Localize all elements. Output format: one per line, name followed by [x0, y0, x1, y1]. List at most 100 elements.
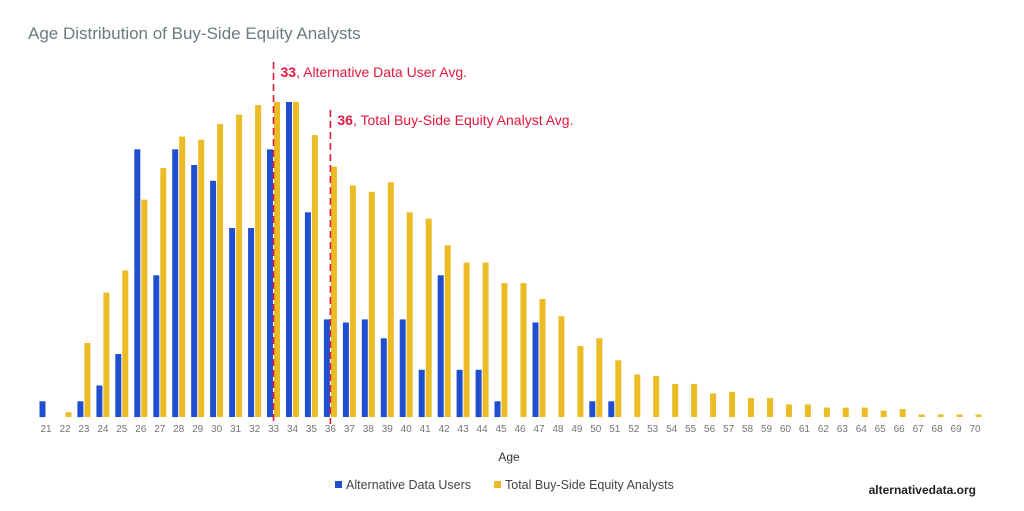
bar-total-analysts-44 [482, 262, 489, 417]
x-tick-27: 27 [154, 424, 166, 435]
x-tick-43: 43 [458, 424, 470, 435]
bar-alt-data-users-39 [380, 338, 387, 418]
bar-alt-data-users-29 [191, 165, 198, 417]
x-tick-51: 51 [609, 424, 621, 435]
bar-total-analysts-49 [577, 346, 584, 417]
x-tick-21: 21 [40, 424, 52, 435]
reference-lines-group: 33, Alternative Data User Avg. 36, Total … [272, 62, 573, 424]
bar-total-analysts-50 [596, 338, 603, 418]
bar-total-analysts-52 [634, 374, 641, 417]
x-tick-52: 52 [628, 424, 640, 435]
bar-total-analysts-37 [349, 185, 356, 417]
x-tick-53: 53 [647, 424, 659, 435]
x-tick-42: 42 [439, 424, 451, 435]
bar-total-analysts-28 [179, 136, 186, 417]
bar-total-analysts-29 [198, 139, 205, 418]
x-tick-29: 29 [192, 424, 204, 435]
bar-alt-data-users-51 [608, 401, 615, 418]
bar-alt-data-users-32 [248, 228, 255, 417]
bar-total-analysts-56 [710, 393, 717, 417]
bar-alt-data-users-35 [304, 212, 311, 418]
x-tick-24: 24 [97, 424, 109, 435]
x-tick-59: 59 [761, 424, 773, 435]
x-tick-44: 44 [477, 424, 489, 435]
bar-total-analysts-27 [160, 168, 167, 417]
x-tick-41: 41 [420, 424, 432, 435]
x-tick-23: 23 [78, 424, 90, 435]
bar-alt-data-users-38 [361, 319, 368, 417]
bar-alt-data-users-40 [399, 319, 406, 417]
bar-total-analysts-58 [748, 398, 754, 417]
bar-total-analysts-35 [311, 135, 318, 417]
bar-total-analysts-66 [899, 409, 906, 417]
x-tick-37: 37 [344, 424, 356, 435]
bar-total-analysts-47 [539, 298, 546, 417]
bar-total-analysts-23 [84, 343, 91, 417]
x-axis-label: Age [498, 450, 520, 464]
bar-total-analysts-34 [293, 102, 299, 417]
bar-alt-data-users-37 [342, 322, 349, 417]
x-tick-56: 56 [704, 424, 716, 435]
bar-alt-data-users-21 [39, 401, 46, 418]
bar-total-analysts-41 [425, 218, 432, 417]
bar-total-analysts-62 [823, 407, 830, 417]
bar-alt-data-users-30 [210, 180, 217, 418]
bar-total-analysts-24 [103, 292, 110, 417]
x-tick-32: 32 [249, 424, 261, 435]
x-tick-39: 39 [382, 424, 394, 435]
bar-total-analysts-42 [444, 245, 451, 417]
bar-total-analysts-65 [880, 410, 887, 417]
x-tick-35: 35 [306, 424, 318, 435]
x-tick-55: 55 [685, 424, 697, 435]
x-tick-38: 38 [363, 424, 375, 435]
bar-alt-data-users-33 [267, 149, 273, 418]
bar-total-analysts-31 [236, 114, 243, 417]
bar-alt-data-users-26 [134, 149, 141, 418]
bar-alt-data-users-42 [437, 275, 444, 418]
x-tick-62: 62 [818, 424, 830, 435]
bar-total-analysts-57 [729, 391, 736, 417]
x-tick-22: 22 [59, 424, 71, 435]
x-tick-45: 45 [495, 424, 507, 435]
bar-total-analysts-70 [975, 414, 982, 417]
legend-swatch-alternative-data-users [335, 481, 342, 488]
bar-alt-data-users-34 [286, 102, 292, 417]
bar-total-analysts-45 [501, 283, 508, 417]
avg-annotation-33: 33, Alternative Data User Avg. [281, 64, 468, 80]
x-tick-65: 65 [875, 424, 887, 435]
x-tick-33: 33 [268, 424, 280, 435]
x-tick-25: 25 [116, 424, 128, 435]
bar-total-analysts-30 [217, 124, 224, 417]
x-tick-58: 58 [742, 424, 754, 435]
bar-alt-data-users-25 [115, 354, 122, 417]
x-tick-63: 63 [837, 424, 849, 435]
x-tick-69: 69 [951, 424, 963, 435]
x-tick-49: 49 [571, 424, 583, 435]
bar-alt-data-users-24 [96, 385, 103, 417]
legend-label-total-analysts: Total Buy-Side Equity Analysts [505, 478, 674, 492]
x-tick-34: 34 [287, 424, 299, 435]
x-tick-57: 57 [723, 424, 735, 435]
x-tick-46: 46 [514, 424, 526, 435]
x-tick-66: 66 [894, 424, 906, 435]
bar-total-analysts-69 [956, 414, 963, 417]
bar-total-analysts-48 [558, 316, 565, 417]
x-tick-28: 28 [173, 424, 185, 435]
bar-total-analysts-61 [804, 404, 811, 417]
x-tick-48: 48 [552, 424, 564, 435]
x-tick-67: 67 [913, 424, 925, 435]
x-tick-68: 68 [932, 424, 944, 435]
bar-total-analysts-64 [861, 407, 868, 417]
x-tick-61: 61 [799, 424, 811, 435]
bar-total-analysts-51 [615, 360, 622, 417]
x-tick-36: 36 [325, 424, 337, 435]
bar-total-analysts-36 [330, 166, 337, 417]
bar-total-analysts-32 [255, 105, 262, 417]
bar-alt-data-users-43 [456, 369, 463, 418]
bar-alt-data-users-23 [77, 401, 84, 418]
x-tick-54: 54 [666, 424, 678, 435]
bar-total-analysts-53 [653, 376, 660, 417]
bar-total-analysts-38 [368, 191, 375, 417]
x-tick-47: 47 [533, 424, 545, 435]
